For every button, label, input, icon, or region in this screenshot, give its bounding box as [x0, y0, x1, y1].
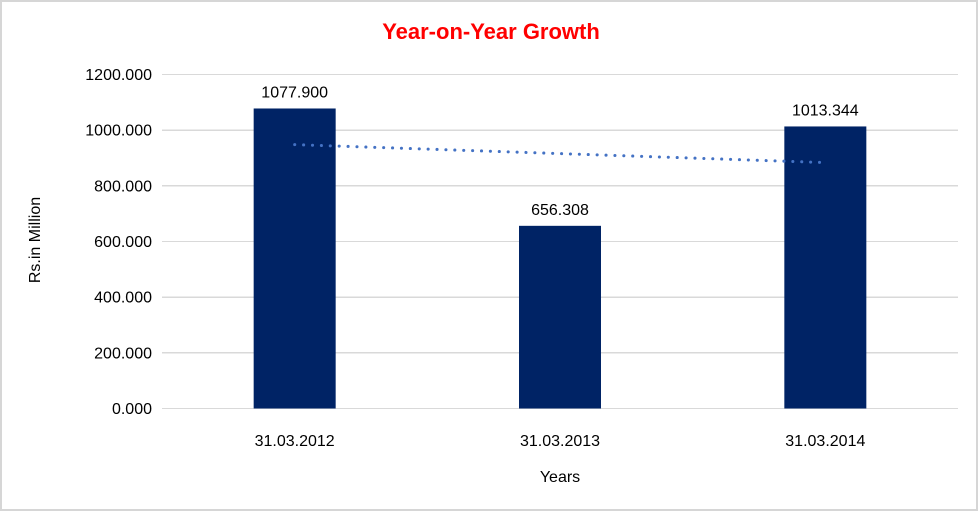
- y-tick-label: 1200.000: [85, 67, 152, 84]
- x-tick-label: 31.03.2013: [520, 433, 600, 450]
- bar: [519, 225, 601, 409]
- y-tick-label: 800.000: [94, 178, 152, 195]
- x-tick-label: 31.03.2014: [785, 433, 865, 450]
- x-axis-title: Years: [539, 469, 581, 486]
- chart-title: Year-on-Year Growth: [382, 19, 600, 44]
- y-tick-label: 0.000: [112, 401, 152, 418]
- bar-value-label: 1013.344: [792, 102, 859, 119]
- bar-value-label: 1077.900: [261, 84, 328, 101]
- bar: [253, 108, 336, 409]
- y-tick-label: 200.000: [94, 345, 152, 362]
- bar: [784, 126, 867, 409]
- y-tick-label: 400.000: [94, 290, 152, 307]
- x-tick-label: 31.03.2012: [255, 433, 335, 450]
- trendline: [293, 143, 827, 165]
- y-tick-label: 600.000: [94, 234, 152, 251]
- y-tick-label: 1000.000: [85, 123, 152, 140]
- bar-value-label: 656.308: [531, 202, 589, 219]
